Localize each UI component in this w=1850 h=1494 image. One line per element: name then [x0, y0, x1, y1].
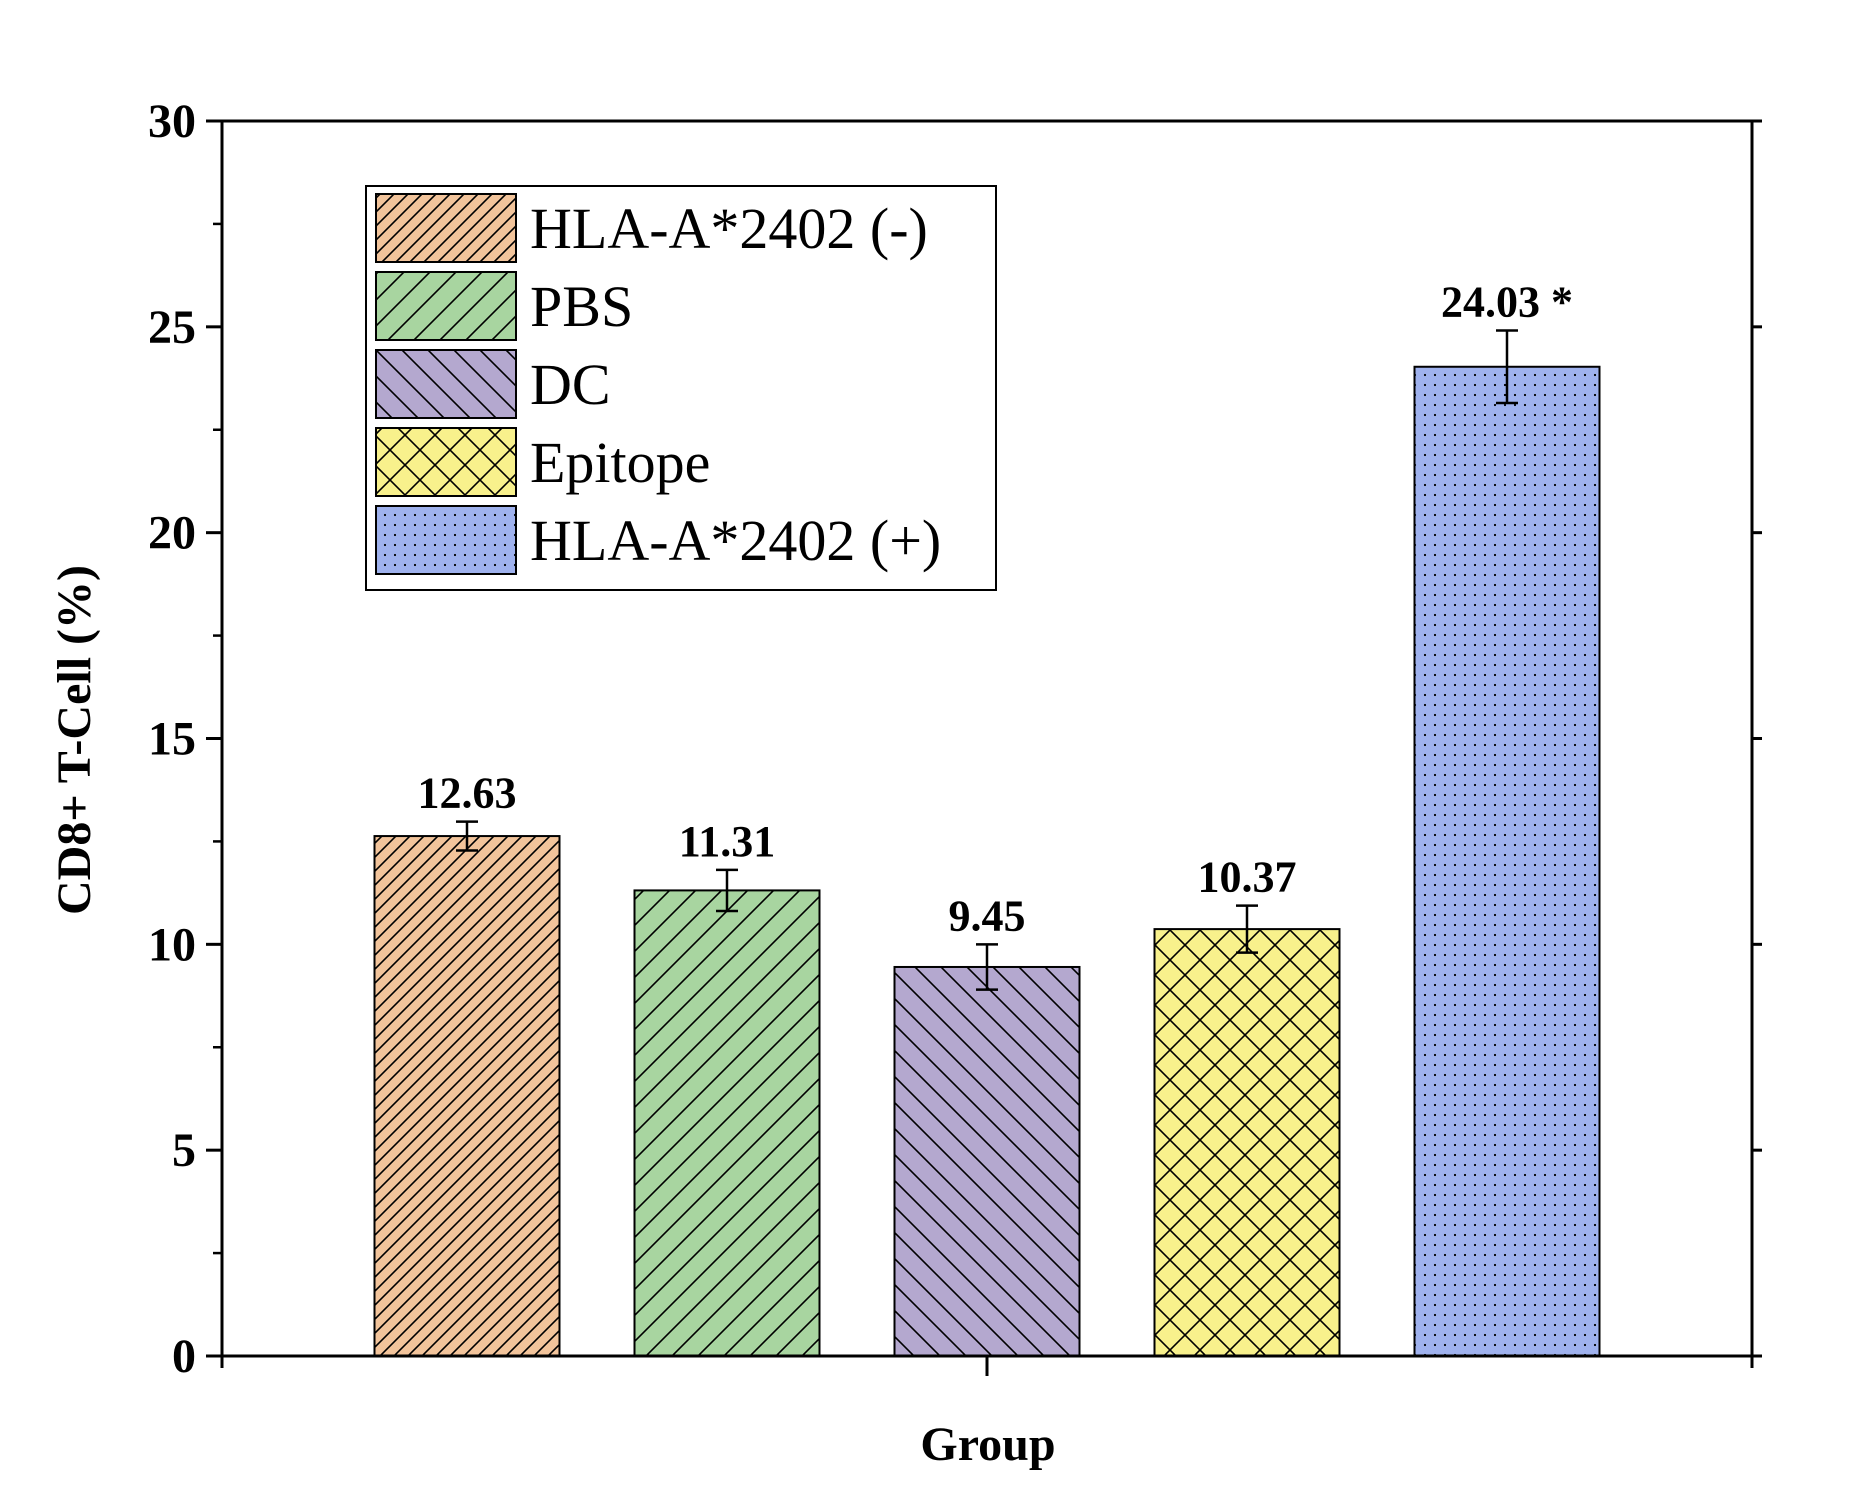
x-axis-title: Group — [920, 1418, 1055, 1471]
data-label: 24.03 * — [1441, 278, 1573, 327]
bar — [1153, 928, 1341, 1358]
legend-swatch — [375, 505, 517, 575]
x-axis: Group — [920, 1418, 1055, 1471]
legend-swatch — [375, 427, 517, 497]
legend-label: HLA-A*2402 (+) — [530, 508, 941, 573]
legend-label: Epitope — [530, 430, 710, 495]
data-label: 9.45 — [949, 891, 1026, 940]
legend-swatch — [375, 193, 517, 263]
legend-items: HLA-A*2402 (-) PBS DC Epitope HLA-A*2402 (+) — [375, 193, 941, 575]
y-tick-label: 20 — [148, 507, 196, 560]
y-ticks: 0 5 10 15 20 25 30 — [148, 95, 222, 1383]
legend-swatch — [375, 349, 517, 419]
legend: HLA-A*2402 (-) PBS DC Epitope HLA-A*2402 (+) — [365, 185, 997, 591]
bar — [633, 889, 821, 1358]
legend-label: DC — [530, 352, 611, 417]
y-tick-label: 0 — [172, 1330, 196, 1383]
y-tick-label: 10 — [148, 918, 196, 971]
legend-label: HLA-A*2402 (-) — [530, 196, 928, 261]
data-label: 12.63 — [418, 769, 517, 818]
y-tick-label: 5 — [172, 1124, 196, 1177]
bar — [893, 965, 1081, 1357]
y-axis: 0 5 10 15 20 25 30 CD8+ T-Cell (%) — [48, 95, 222, 1383]
y-tick-label: 25 — [148, 301, 196, 354]
data-label: 11.31 — [679, 817, 776, 866]
y-tick-label: 30 — [148, 95, 196, 148]
legend-swatch — [375, 271, 517, 341]
bar — [373, 835, 561, 1357]
frame-ticks — [220, 119, 1762, 1376]
data-label: 10.37 — [1198, 853, 1297, 902]
bars-layer: 12.63 11.31 9.45 10.37 24.03 * — [373, 278, 1601, 1358]
legend-label: PBS — [530, 274, 633, 339]
y-axis-title: CD8+ T-Cell (%) — [48, 565, 101, 915]
bar — [1413, 365, 1601, 1357]
y-tick-label: 15 — [148, 713, 196, 766]
